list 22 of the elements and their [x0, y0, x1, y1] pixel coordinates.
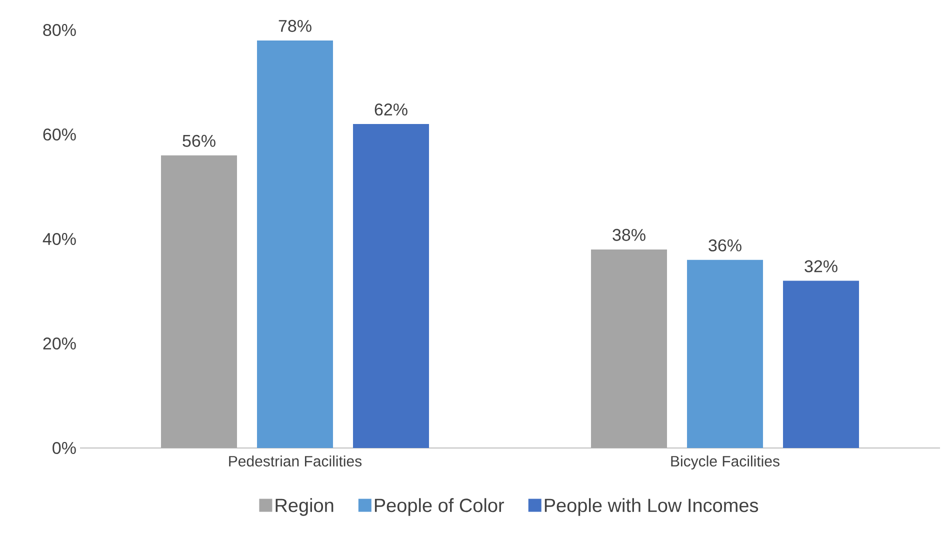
y-tick-label: 60% [43, 128, 76, 141]
data-label: 56% [182, 134, 216, 147]
data-label: 32% [804, 260, 838, 272]
legend-label: People of Color [374, 498, 504, 516]
bar [783, 280, 860, 448]
bar [687, 260, 764, 448]
data-label: 78% [278, 20, 312, 32]
bar [161, 155, 237, 448]
y-tick-label: 80% [43, 24, 76, 36]
data-label: 62% [374, 103, 408, 116]
bar [257, 40, 334, 448]
y-tick-label: 0% [52, 442, 76, 454]
data-label: 36% [708, 239, 742, 252]
legend-label: People with Low Incomes [544, 498, 758, 516]
y-tick-label: 20% [43, 337, 76, 350]
x-tick-label: Bicycle Facilities [671, 456, 780, 470]
legend-label: Region [276, 498, 334, 516]
x-tick-label: Pedestrian Facilities [229, 456, 362, 467]
bar [353, 124, 430, 448]
bar [591, 249, 668, 448]
y-tick-label: 40% [42, 232, 76, 246]
data-label: 38% [612, 228, 646, 241]
